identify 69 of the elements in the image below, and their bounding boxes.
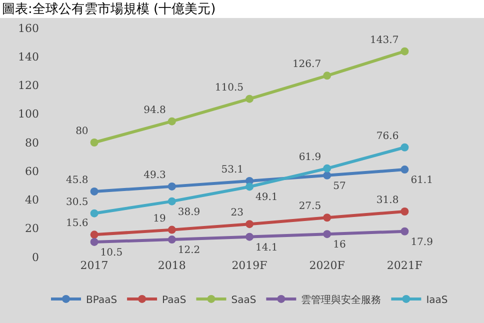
data-label: 49.3 — [144, 170, 166, 181]
x-tick-label: 2020F — [309, 259, 346, 272]
data-label: 15.6 — [66, 218, 88, 230]
data-label: 76.6 — [376, 130, 399, 142]
point — [246, 94, 254, 103]
legend-label: BPaaS — [86, 294, 118, 306]
y-tick-label: 40 — [25, 194, 39, 207]
data-label: 61.9 — [298, 152, 322, 163]
data-label: 61.1 — [410, 175, 433, 186]
point — [246, 220, 254, 228]
point — [400, 166, 409, 174]
y-tick-label: 100 — [18, 108, 39, 121]
legend-label: IaaS — [426, 294, 448, 306]
point — [400, 227, 409, 236]
x-tick-label: 2017 — [80, 259, 108, 272]
point — [168, 197, 176, 206]
data-label: 31.8 — [376, 194, 399, 206]
x-tick-label: 2018 — [158, 259, 186, 272]
data-label: 17.9 — [410, 236, 433, 248]
point — [90, 230, 98, 239]
data-label: 27.5 — [298, 201, 322, 212]
data-label: 16 — [333, 240, 346, 251]
x-tick-label: 2021F — [386, 259, 423, 272]
data-label: 57 — [333, 180, 346, 192]
y-tick-label: 0 — [32, 250, 39, 264]
y-tick-label: 120 — [18, 79, 39, 92]
y-tick-label: 20 — [25, 222, 39, 236]
data-label: 143.7 — [370, 34, 399, 46]
point — [168, 236, 176, 244]
point — [168, 182, 176, 190]
data-label: 53.1 — [221, 164, 244, 176]
data-label: 110.5 — [214, 82, 244, 94]
point — [323, 230, 332, 238]
data-label: 14.1 — [256, 242, 278, 254]
y-tick-label: 160 — [18, 22, 39, 35]
point — [246, 182, 254, 191]
point — [246, 232, 254, 241]
point — [168, 226, 176, 234]
data-label: 80 — [76, 126, 88, 137]
point — [90, 238, 98, 246]
data-label: 45.8 — [66, 174, 88, 186]
y-tick-label: 140 — [18, 50, 39, 64]
data-label: 19 — [153, 213, 166, 224]
data-label: 94.8 — [144, 104, 166, 116]
point — [323, 164, 332, 172]
point — [168, 117, 176, 126]
data-label: 10.5 — [100, 247, 123, 258]
point — [323, 72, 332, 80]
data-label: 23 — [230, 208, 244, 219]
point — [323, 171, 332, 180]
y-tick-label: 80 — [25, 136, 39, 150]
point — [400, 207, 409, 216]
point — [400, 143, 409, 152]
point — [400, 47, 409, 56]
point — [90, 209, 98, 218]
legend-label: PaaS — [162, 294, 186, 306]
legend-label: SaaS — [231, 294, 256, 306]
data-label: 49.1 — [256, 192, 278, 204]
y-tick-label: 60 — [25, 164, 39, 178]
data-label: 126.7 — [292, 59, 322, 70]
point — [323, 214, 332, 222]
x-tick-label: 2019F — [232, 259, 268, 272]
chart-title: 圖表:全球公有雲市場規模 (十億美元) — [1, 1, 217, 18]
point — [90, 187, 98, 196]
legend-label: 雲管理與安全服務 — [301, 294, 382, 306]
data-label: 30.5 — [66, 196, 88, 208]
data-label: 12.2 — [178, 245, 200, 256]
point — [90, 138, 98, 146]
data-label: 38.9 — [178, 206, 200, 218]
